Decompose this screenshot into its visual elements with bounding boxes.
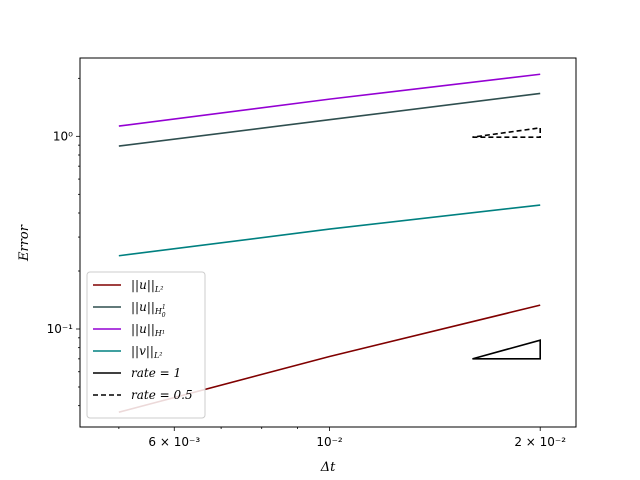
legend-label-0: ||u||L² [131,278,163,294]
y-tick-label: 10⁻¹ [47,322,74,336]
plot-frame [79,57,577,428]
legend-box [86,271,206,419]
y-tick-label: 10⁰ [53,129,73,143]
legend-label-4: rate = 1 [131,366,181,380]
x-axis-label: Δt [320,460,336,475]
series-line-2 [118,73,541,127]
rate-triangle-1 [472,126,542,138]
y-axis-label: Error [17,224,32,262]
x-tick-label: 10⁻² [316,435,343,449]
legend-label-5: rate = 0.5 [131,388,193,402]
rate-triangle-0 [472,339,542,360]
legend-label-3: ||v||L² [131,344,162,360]
legend-label-1: ||u||H1 0 [131,300,166,319]
series-line-3 [118,204,541,257]
legend-label-2: ||u||H¹ [131,322,165,338]
x-tick-label: 6 × 10⁻³ [148,435,200,449]
series-line-1 [118,92,541,147]
x-tick-label: 2 × 10⁻² [514,435,566,449]
